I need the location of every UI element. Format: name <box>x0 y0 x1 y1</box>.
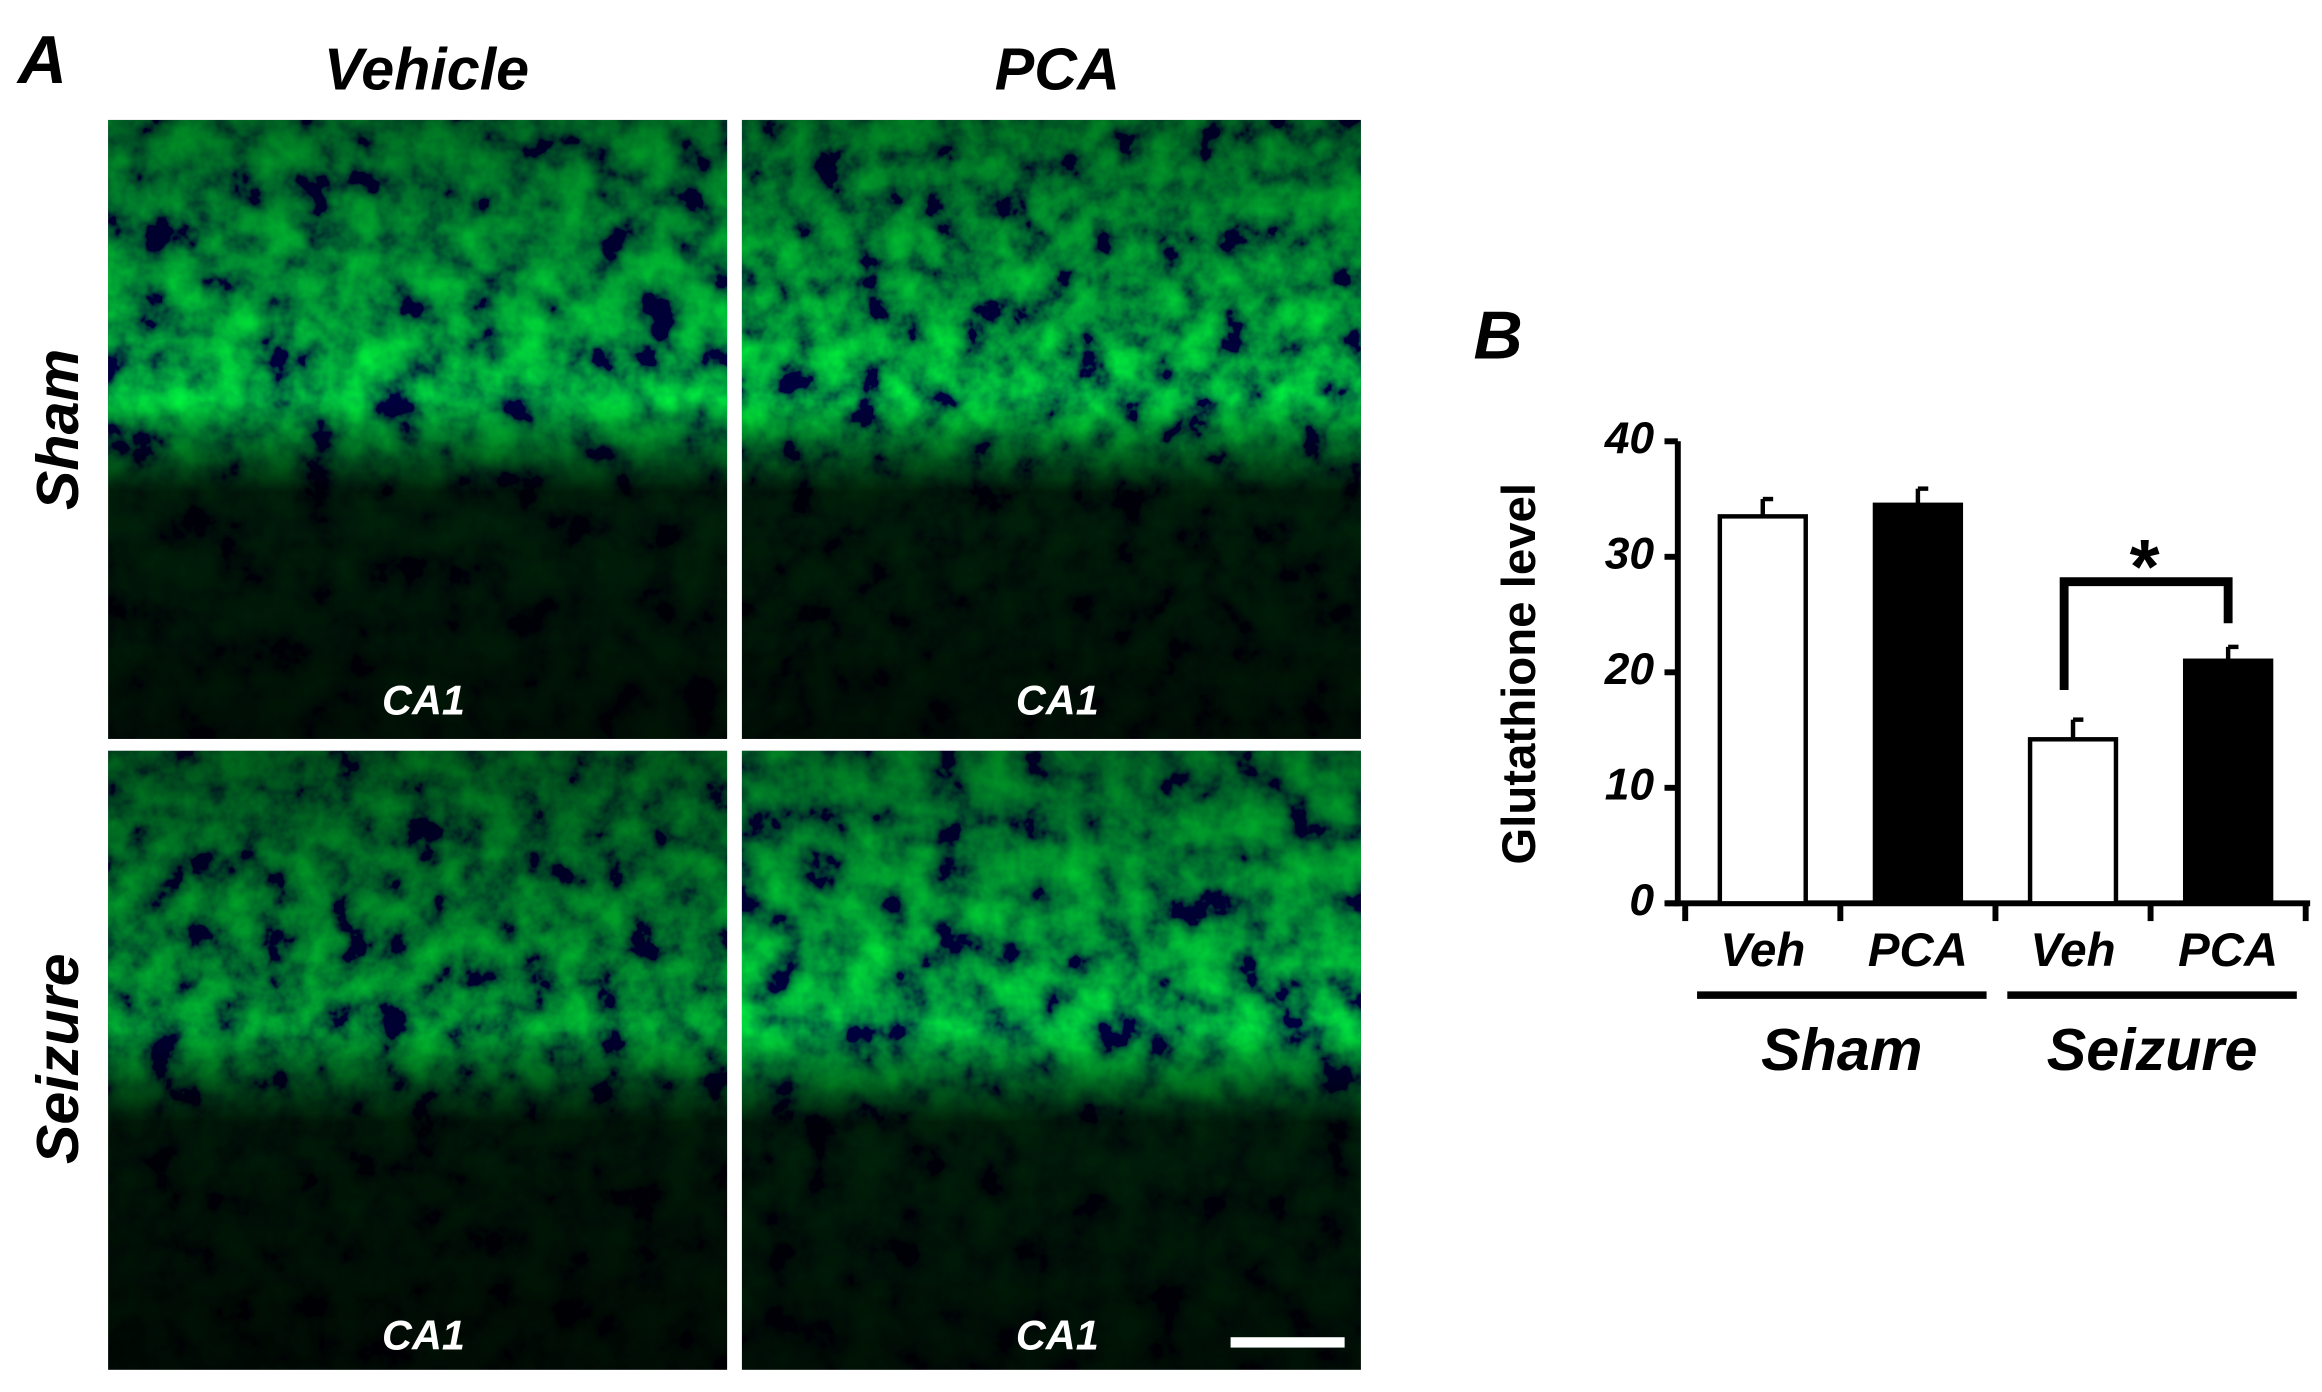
row-label: Sham <box>24 349 91 510</box>
region-label: CA1 <box>1016 1312 1099 1359</box>
bar <box>2182 658 2274 906</box>
bar <box>1717 514 1808 906</box>
y-tick-label: 40 <box>1604 414 1655 463</box>
x-tick-label: PCA <box>2178 924 2278 977</box>
significance-marker: * <box>2130 524 2160 610</box>
y-tick-label: 20 <box>1604 645 1655 694</box>
y-tick-label: 10 <box>1605 761 1655 810</box>
region-label: CA1 <box>382 1312 465 1359</box>
image-texture <box>741 119 1361 739</box>
image-texture <box>108 750 728 1370</box>
y-tick-label: 0 <box>1629 876 1654 925</box>
bar <box>2027 737 2119 906</box>
group-label: Sham <box>1761 1016 1922 1083</box>
panel-label: A <box>16 22 67 98</box>
region-label: CA1 <box>1016 676 1099 723</box>
x-tick-label: Veh <box>2030 924 2115 977</box>
micrographs <box>108 119 1361 1370</box>
bar-chart: B Glutathione level 0 10 20 30 40 Veh PCA Veh PC… <box>1473 298 2311 1083</box>
column-label: Vehicle <box>324 36 529 103</box>
scale-bar <box>1230 1337 1345 1348</box>
significance-bracket <box>2059 577 2233 691</box>
x-tick-label: PCA <box>1868 924 1968 977</box>
region-label: CA1 <box>382 676 465 723</box>
y-tick-label: 30 <box>1605 530 1655 579</box>
y-axis-label: Glutathione level <box>1493 483 1546 865</box>
image-texture <box>741 750 1361 1370</box>
row-label: Seizure <box>24 953 91 1164</box>
x-tick-label: Veh <box>1720 924 1805 977</box>
bar <box>1872 502 1964 906</box>
column-label: PCA <box>995 36 1120 103</box>
image-texture <box>108 119 728 739</box>
panel-label: B <box>1473 298 1522 374</box>
group-label: Seizure <box>2047 1016 2258 1083</box>
